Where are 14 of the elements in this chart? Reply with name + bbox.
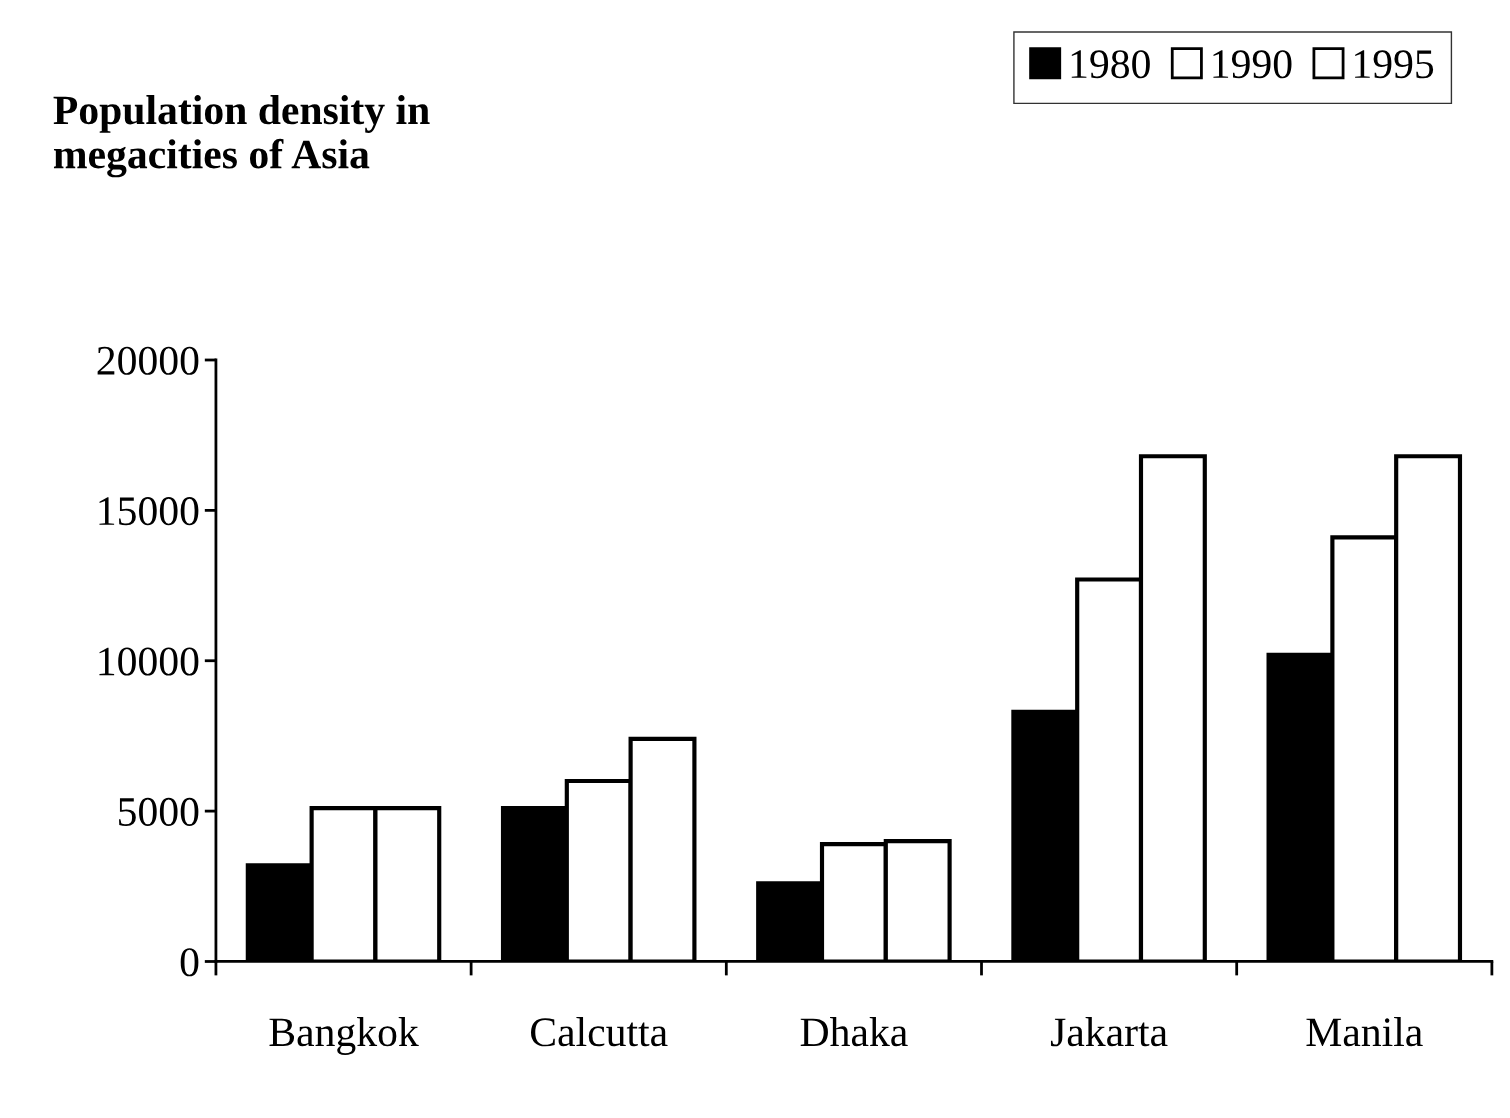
x-tick-label: Bangkok xyxy=(269,1017,419,1055)
y-tick-label: 5000 xyxy=(119,797,199,826)
legend-label: 1980 xyxy=(1071,50,1150,79)
legend-label: 1990 xyxy=(1213,50,1292,79)
x-tick-label: Calcutta xyxy=(531,1017,668,1047)
y-tick-label: 0 xyxy=(180,948,199,977)
legend-label: 1995 xyxy=(1355,50,1434,79)
y-tick-label: 15000 xyxy=(99,497,199,526)
x-tick-label: Jakarta xyxy=(1050,1017,1168,1047)
x-tick-label: Dhaka xyxy=(800,1017,908,1047)
x-tick-label: Manila xyxy=(1306,1017,1423,1047)
y-tick-label: 20000 xyxy=(97,346,199,375)
chart-title: Population density in megacities of Asia xyxy=(53,95,430,178)
y-tick-label: 10000 xyxy=(99,647,199,676)
